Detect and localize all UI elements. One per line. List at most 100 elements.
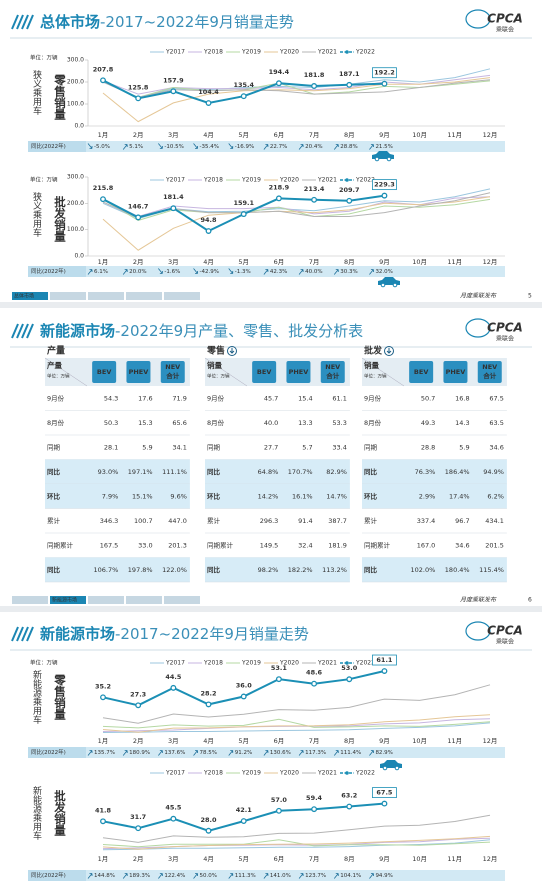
- x-tick-label: 8月: [344, 737, 355, 745]
- data-label: 61.1: [376, 656, 393, 664]
- yoy-arrow: [122, 144, 128, 150]
- side-label: 狭义乘用车: [31, 191, 42, 238]
- data-label: 187.1: [339, 70, 360, 78]
- cell: 5.9: [142, 443, 152, 451]
- cell: 34.6: [489, 443, 503, 451]
- column-header: BEV: [414, 368, 428, 376]
- data-label: 125.8: [128, 83, 149, 91]
- cell: 94.9%: [483, 468, 504, 476]
- footer-tab: [88, 292, 124, 300]
- data-label: 218.9: [269, 183, 290, 191]
- series-line: [102, 196, 491, 251]
- x-tick-label: 1月: [98, 258, 109, 266]
- cell: 34.1: [172, 443, 186, 451]
- legend-label: Y2021: [317, 770, 337, 777]
- y-tick-label: 200.0: [67, 79, 84, 86]
- row-label: 同比: [47, 467, 61, 476]
- x-tick-label: 4月: [203, 737, 214, 745]
- row-label: 同期累计: [364, 540, 391, 549]
- title-stripe: [16, 14, 24, 30]
- cell: 40.0: [264, 419, 278, 427]
- data-label: 215.8: [93, 184, 114, 192]
- footer-tab: [12, 596, 48, 604]
- yoy-value: 141.0%: [270, 873, 291, 879]
- cell: 106.7%: [94, 566, 119, 574]
- column-header: NEV: [325, 363, 340, 371]
- cell: 98.2%: [258, 566, 279, 574]
- title-stripe: [21, 14, 29, 30]
- legend-label: Y2017: [165, 770, 185, 777]
- data-point: [311, 196, 318, 203]
- car-wheel: [380, 282, 386, 288]
- x-tick-label: 6月: [274, 258, 285, 266]
- data-label: 48.6: [306, 669, 323, 677]
- side-label: 新能源乘用车: [31, 669, 42, 725]
- column-icon: [286, 361, 311, 383]
- x-tick-label: 5月: [238, 737, 249, 745]
- data-point: [170, 815, 177, 822]
- cell: 102.0%: [411, 566, 436, 574]
- row-label: 同比: [47, 565, 61, 574]
- x-tick-label: 3月: [168, 131, 179, 139]
- yoy-arrow: [263, 269, 269, 275]
- data-point: [205, 827, 212, 834]
- y-axis-label: 零售销量: [53, 74, 67, 120]
- yoy-value: 22.7%: [270, 144, 287, 150]
- cell: 197.1%: [128, 468, 153, 476]
- row-label: 同比: [207, 565, 221, 574]
- title-stripe: [21, 626, 29, 642]
- footer-tab: [12, 292, 48, 300]
- yoy-arrow: [228, 873, 234, 879]
- cell: 50.3: [104, 419, 118, 427]
- x-tick-label: 11月: [447, 855, 462, 863]
- cell: 28.8: [421, 443, 435, 451]
- yoy-value: 123.7%: [305, 873, 326, 879]
- slide-title: 新能源市场-2017~2022年9月销量走势: [40, 625, 309, 643]
- footer-tab: [164, 596, 200, 604]
- x-tick-label: 10月: [412, 131, 427, 139]
- y-axis-label: 批发销量: [53, 195, 67, 242]
- yoy-value: 30.3%: [340, 269, 357, 275]
- data-label: 31.7: [130, 813, 146, 821]
- yoy-arrow: [193, 750, 198, 756]
- data-point: [275, 676, 282, 683]
- yoy-value: 144.8%: [94, 873, 115, 879]
- yoy-arrow: [87, 143, 93, 149]
- highlight-row: [45, 459, 190, 484]
- yoy-value: 50.0%: [200, 873, 217, 879]
- logo-globe: [465, 621, 491, 641]
- yoy-value: 94.9%: [375, 873, 392, 879]
- yoy-arrow: [228, 750, 234, 756]
- x-tick-label: 3月: [168, 855, 179, 863]
- cell: 53.3: [332, 419, 346, 427]
- x-tick-label: 2月: [133, 131, 144, 139]
- x-tick-label: 7月: [309, 855, 320, 863]
- cell: 7.9%: [102, 492, 119, 500]
- row-label: 累计: [207, 516, 221, 525]
- logo-sub: 乘联会: [496, 26, 514, 34]
- cell: 149.5: [260, 541, 279, 549]
- cell: 64.8%: [258, 468, 279, 476]
- series-line: [102, 814, 491, 843]
- data-point: [205, 701, 212, 708]
- legend-label: Y2020: [279, 660, 299, 667]
- car-wheel: [394, 765, 400, 771]
- yoy-arrow: [158, 873, 163, 879]
- yoy-arrow: [193, 143, 198, 149]
- x-tick-label: 7月: [309, 258, 320, 266]
- title-stripe: [11, 323, 19, 339]
- data-label: 94.8: [201, 216, 218, 224]
- yoy-label: 同比(2022年): [31, 267, 66, 275]
- row-label: 累计: [47, 516, 61, 525]
- cell: 15.4: [298, 394, 312, 402]
- series-line: [102, 77, 491, 123]
- x-tick-label: 9月: [379, 737, 390, 745]
- y-tick-label: 300.0: [67, 57, 84, 64]
- row-label: 9月份: [47, 393, 65, 402]
- row-label: 9月份: [364, 393, 382, 402]
- cell: 91.4: [298, 517, 312, 525]
- logo-sub: 乘联会: [496, 638, 514, 646]
- data-point: [381, 192, 388, 199]
- legend-label: Y2021: [317, 177, 337, 184]
- y-axis-label: 零售销量: [53, 674, 67, 720]
